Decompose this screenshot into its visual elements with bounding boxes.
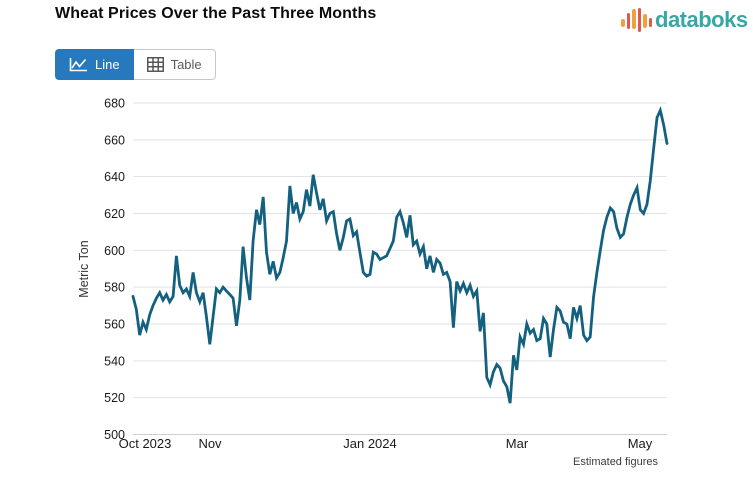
y-axis-title: Metric Ton	[77, 240, 91, 297]
price-line-series[interactable]	[131, 106, 669, 404]
databoks-logo-text: databoks	[655, 7, 748, 32]
y-tick-label: 560	[104, 318, 125, 332]
logo-bar	[626, 13, 630, 29]
logo-bar	[648, 17, 652, 27]
y-tick-label: 620	[104, 207, 125, 221]
x-tick-label: Mar	[506, 436, 529, 451]
x-tick-label: Nov	[198, 436, 222, 451]
logo-bar	[621, 18, 625, 27]
y-tick-label: 500	[104, 428, 125, 442]
logo-bar	[637, 8, 641, 32]
logo-bar	[643, 13, 647, 28]
line-view-label: Line	[95, 57, 120, 72]
y-tick-label: 520	[104, 391, 125, 405]
table-view-label: Table	[170, 57, 202, 72]
estimated-figures-note: Estimated figures	[573, 456, 658, 468]
x-tick-label: Jan 2024	[343, 436, 397, 451]
line-view-button[interactable]: Line	[55, 49, 134, 80]
y-tick-label: 580	[104, 281, 125, 295]
table-icon	[146, 57, 164, 72]
logo-bar	[632, 9, 636, 29]
line-chart-icon	[69, 58, 87, 72]
view-toggle: Line Table	[55, 49, 216, 80]
y-tick-label: 680	[104, 97, 125, 111]
databoks-logo[interactable]: databoks	[621, 7, 748, 33]
table-view-button[interactable]: Table	[133, 49, 216, 80]
y-tick-label: 540	[104, 354, 125, 368]
y-tick-label: 600	[104, 244, 125, 258]
y-tick-label: 660	[104, 133, 125, 147]
y-tick-label: 640	[104, 170, 125, 184]
page-title: Wheat Prices Over the Past Three Months	[55, 5, 377, 22]
x-tick-label: May	[628, 436, 653, 451]
x-tick-label: Oct 2023	[119, 436, 172, 451]
databoks-bars-icon	[621, 7, 652, 33]
